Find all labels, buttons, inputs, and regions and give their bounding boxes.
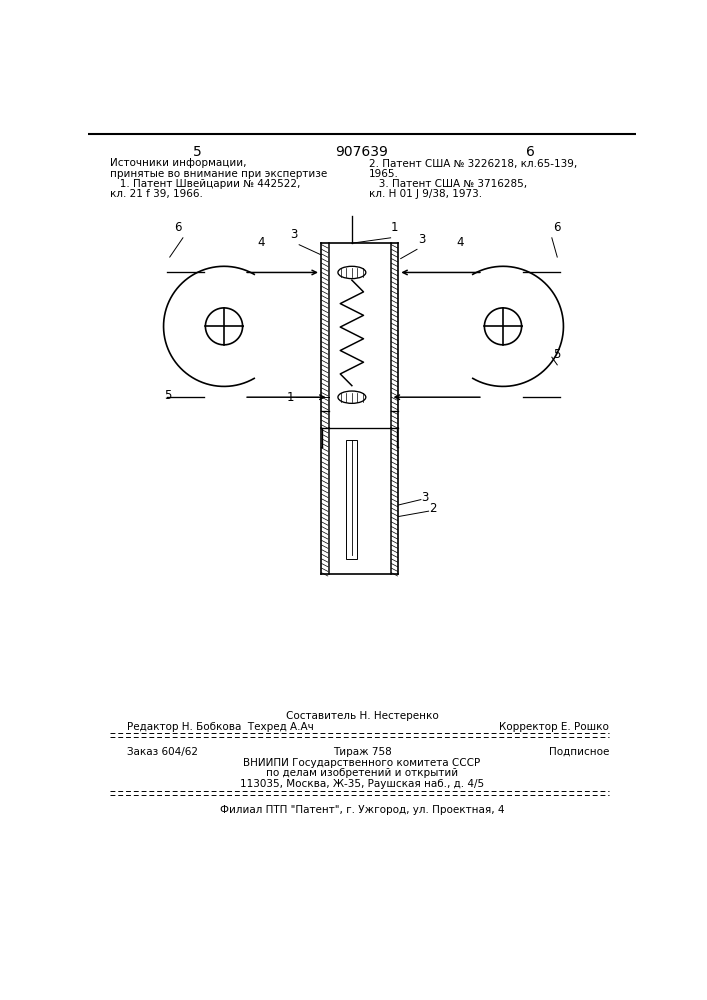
Text: 3. Патент США № 3716285,: 3. Патент США № 3716285, [369, 179, 527, 189]
Text: кл. 21 f 39, 1966.: кл. 21 f 39, 1966. [110, 189, 203, 199]
Text: 2: 2 [429, 502, 437, 515]
Text: 3: 3 [421, 491, 429, 504]
Text: 1: 1 [286, 391, 293, 404]
Text: 907639: 907639 [336, 145, 388, 159]
Text: Филиал ПТП "Патент", г. Ужгород, ул. Проектная, 4: Филиал ПТП "Патент", г. Ужгород, ул. Про… [220, 805, 504, 815]
Text: принятые во внимание при экспертизе: принятые во внимание при экспертизе [110, 169, 327, 179]
Text: 1965.: 1965. [369, 169, 399, 179]
Text: Составитель Н. Нестеренко: Составитель Н. Нестеренко [286, 711, 438, 721]
Text: Источники информации,: Источники информации, [110, 158, 247, 168]
Text: 5: 5 [192, 145, 201, 159]
Text: 6: 6 [174, 221, 182, 234]
Text: кл. H 01 J 9/38, 1973.: кл. H 01 J 9/38, 1973. [369, 189, 482, 199]
Text: ВНИИПИ Государственного комитета СССР: ВНИИПИ Государственного комитета СССР [243, 758, 481, 768]
Text: 5: 5 [164, 389, 171, 402]
Text: 113035, Москва, Ж-35, Раушская наб., д. 4/5: 113035, Москва, Ж-35, Раушская наб., д. … [240, 779, 484, 789]
Text: Корректор Е. Рошко: Корректор Е. Рошко [499, 722, 609, 732]
Text: Редактор Н. Бобкова  Техред А.Ач: Редактор Н. Бобкова Техред А.Ач [127, 722, 314, 732]
Bar [346, 440, 357, 559]
Text: по делам изобретений и открытий: по делам изобретений и открытий [266, 768, 458, 778]
Text: 5: 5 [554, 348, 561, 361]
Text: 2. Патент США № 3226218, кл.65-139,: 2. Патент США № 3226218, кл.65-139, [369, 158, 577, 168]
Ellipse shape [338, 391, 366, 403]
Text: 6: 6 [526, 145, 534, 159]
Text: 1. Патент Швейцарии № 442522,: 1. Патент Швейцарии № 442522, [110, 179, 300, 189]
Text: Подписное: Подписное [549, 747, 609, 757]
Text: 6: 6 [554, 221, 561, 234]
Text: 4: 4 [457, 236, 464, 249]
Text: Заказ 604/62: Заказ 604/62 [127, 747, 198, 757]
Text: 3: 3 [291, 228, 298, 241]
Text: 4: 4 [257, 236, 265, 249]
Text: 3: 3 [418, 233, 425, 246]
Ellipse shape [338, 266, 366, 279]
Text: Тираж 758: Тираж 758 [332, 747, 392, 757]
Text: 1: 1 [391, 221, 398, 234]
